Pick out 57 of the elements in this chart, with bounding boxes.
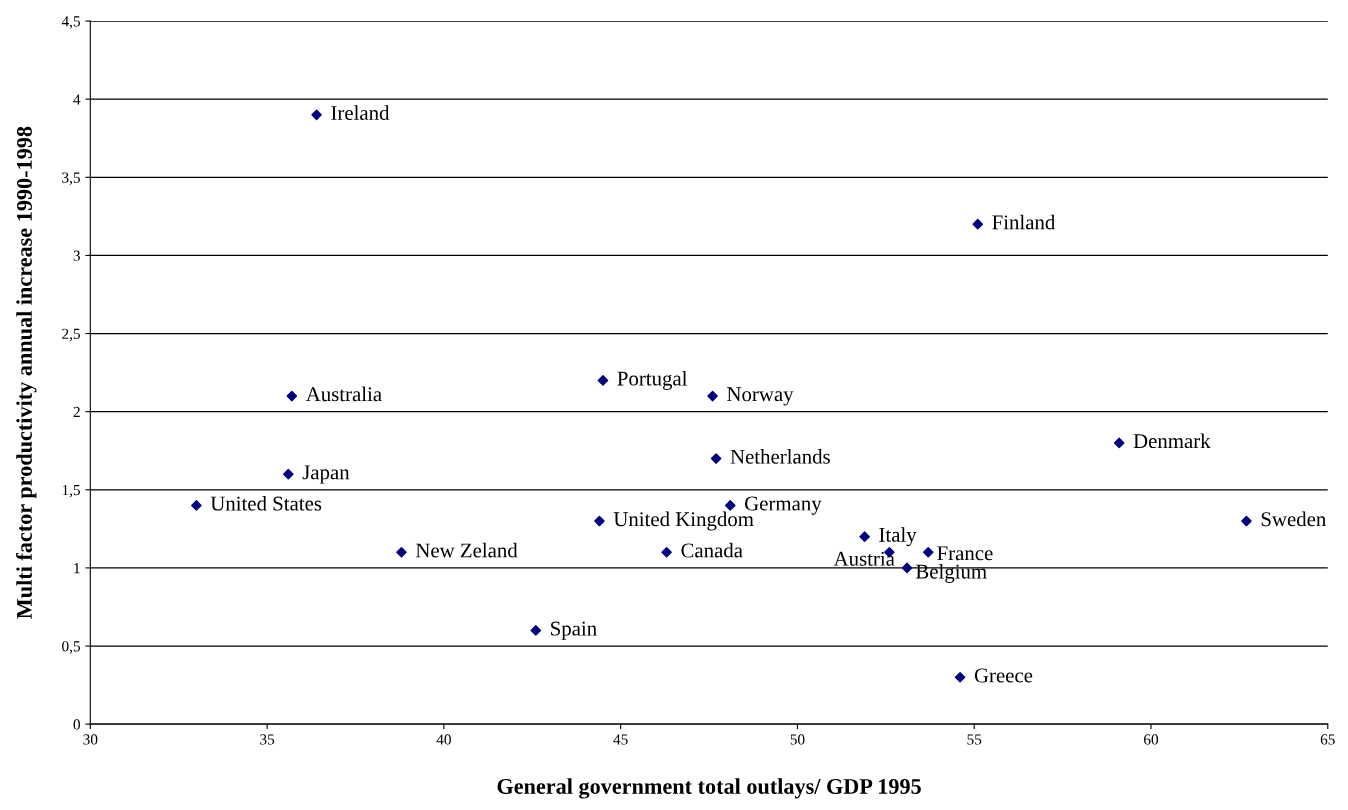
point — [594, 515, 605, 527]
annotation: Belgium — [915, 563, 987, 583]
annotation: Portugal — [617, 370, 688, 390]
point — [1113, 437, 1125, 449]
point — [954, 671, 966, 683]
x-tick-label: 55 — [967, 734, 982, 745]
y-tick-label: 2 — [73, 406, 80, 417]
point — [311, 109, 322, 121]
point — [710, 453, 722, 464]
point — [597, 375, 609, 386]
point — [724, 500, 736, 511]
x-tick-label: 30 — [83, 734, 98, 745]
annotation: Canada — [681, 542, 743, 558]
y-tick-label: 3,5 — [62, 172, 80, 185]
y-axis-title: Multi factor productivity annual increase 1990-1998 — [16, 126, 37, 619]
y-tick-label: 2,5 — [62, 328, 80, 342]
y-tick-label: 3 — [73, 250, 80, 261]
point — [396, 546, 407, 558]
x-tick-label: 45 — [613, 734, 628, 745]
annotation: Denmark — [1133, 433, 1211, 449]
point — [661, 546, 672, 558]
point — [530, 625, 542, 636]
annotation: Sweden — [1261, 511, 1326, 527]
point — [283, 468, 294, 480]
y-tick-label: 4 — [73, 94, 81, 105]
point — [286, 390, 298, 402]
point — [859, 531, 870, 542]
x-tick-label: 65 — [1320, 734, 1335, 745]
annotation: Finland — [992, 214, 1056, 230]
x-tick-label: 35 — [260, 734, 275, 745]
y-tick-label: 0 — [73, 719, 81, 730]
annotation: United States — [210, 495, 322, 511]
x-tick-label: 40 — [436, 734, 451, 745]
annotation: Ireland — [331, 105, 390, 121]
y-tick-label: 1 — [74, 563, 80, 574]
point — [922, 546, 934, 558]
annotation: France — [937, 546, 993, 561]
y-tick-label: 4,5 — [61, 16, 80, 29]
annotation: Austria — [833, 551, 895, 566]
point — [901, 562, 913, 574]
x-tick-label: 50 — [790, 734, 805, 745]
annotation: New Zeland — [415, 542, 518, 558]
annotation: Australia — [305, 386, 382, 402]
y-tick-label: 1,5 — [62, 484, 80, 498]
point — [1241, 515, 1252, 527]
annotation: Japan — [302, 465, 350, 484]
annotation: Norway — [727, 387, 794, 406]
annotation: Netherlands — [730, 449, 830, 464]
annotation: Spain — [551, 621, 597, 640]
x-tick-label: 60 — [1144, 734, 1159, 745]
point — [707, 390, 718, 402]
y-tick-label: 0,5 — [62, 641, 80, 654]
point — [972, 218, 984, 230]
x-axis-title: General government total outlays/ GDP 1995 — [497, 778, 921, 799]
point — [191, 500, 202, 511]
annotation: Greece — [974, 668, 1033, 683]
annotation: Italy — [879, 527, 917, 547]
